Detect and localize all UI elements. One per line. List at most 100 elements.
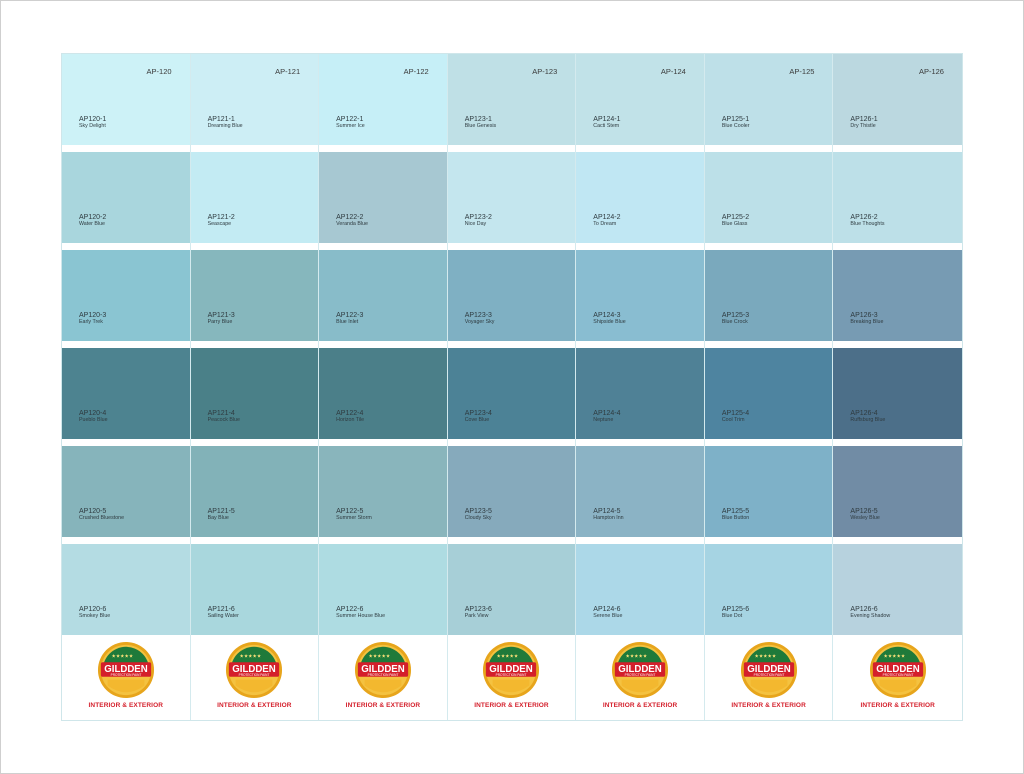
color-chip: AP126-6 Evening Shadow	[833, 544, 962, 635]
chip-code: AP126-4	[850, 410, 878, 417]
chip-name: Dreaming Blue	[207, 123, 243, 129]
brand-name: GILDDEN	[104, 664, 147, 675]
chip-code: AP121-6	[207, 606, 235, 613]
chip-name: Sailing Water	[207, 613, 239, 619]
chip-code: AP126-6	[850, 606, 878, 613]
chip-code: AP122-6	[336, 606, 364, 613]
chip-code: AP121-1	[207, 116, 235, 123]
chip-name: Shipside Blue	[593, 319, 626, 325]
chip-code: AP124-4	[593, 410, 621, 417]
color-chart: AP-120 AP120-1 Sky Delight AP120-2 Water Blu…	[61, 53, 963, 721]
chip-name: Blue Button	[721, 515, 750, 521]
color-chip: AP124-3 Shipside Blue	[576, 250, 704, 341]
chip-code: AP125-6	[721, 606, 750, 613]
chip-code: AP123-6	[464, 606, 492, 613]
color-chip: AP124-5 Hampton Inn	[576, 446, 704, 537]
chip-code: AP126-2	[850, 214, 878, 221]
column-code: AP-121	[275, 67, 301, 76]
chip-code: AP126-5	[850, 508, 878, 515]
svg-text:★★★★★: ★★★★★	[240, 653, 262, 659]
brand-footer: ★★★★★ GILDDEN PROTECTION PAINT INTERIOR & E…	[319, 635, 447, 720]
color-chip: AP125-4 Cool Trim	[704, 348, 833, 439]
chip-code: AP125-1	[721, 116, 750, 123]
chip-name: To Dream	[593, 221, 617, 227]
color-column-ap-126: AP-126 AP126-1 Dry Thistle AP126-2 Blue Thou…	[833, 54, 962, 720]
color-chip: AP124-4 Neptune	[576, 348, 704, 439]
chip-code: AP120-1	[79, 116, 107, 123]
chip-code: AP126-3	[850, 312, 878, 319]
chip-code: AP120-5	[79, 508, 107, 515]
brand-footer: ★★★★★ GILDDEN PROTECTION PAINT INTERIOR & E…	[705, 635, 833, 720]
chip-code: AP123-5	[464, 508, 492, 515]
chip-code: AP121-3	[207, 312, 235, 319]
chip-name: Wesley Blue	[850, 515, 880, 521]
svg-text:★★★★★: ★★★★★	[754, 653, 776, 659]
color-chip: AP120-6 Smokey Blue	[62, 544, 190, 635]
column-code: AP-125	[789, 67, 815, 76]
column-code: AP-123	[532, 67, 558, 76]
brand-tagline: INTERIOR & EXTERIOR	[860, 702, 935, 709]
chip-name: Horizon Tile	[336, 417, 365, 423]
color-chip: AP120-4 Pueblo Blue	[62, 348, 190, 439]
svg-text:★★★★★: ★★★★★	[497, 653, 519, 659]
color-chip: AP125-6 Blue Dot	[704, 544, 833, 635]
chip-code: AP121-5	[207, 508, 235, 515]
chip-name: Cool Trim	[721, 417, 745, 423]
color-chip: AP124-2 To Dream	[576, 152, 704, 243]
brand-tagline: INTERIOR & EXTERIOR	[474, 702, 549, 709]
brand-subtitle: PROTECTION PAINT	[239, 673, 270, 677]
svg-text:★★★★★: ★★★★★	[111, 653, 133, 659]
svg-text:★★★★★: ★★★★★	[626, 653, 648, 659]
chip-name: Early Trek	[79, 319, 103, 325]
color-chip: AP121-5 Bay Blue	[190, 446, 319, 537]
chip-name: Blue Dot	[721, 613, 743, 619]
brand-subtitle: PROTECTION PAINT	[110, 673, 141, 677]
color-chip: AP123-4 Cove Blue	[447, 348, 576, 439]
chip-code: AP124-2	[593, 214, 621, 221]
chip-name: Crushed Bluestone	[79, 515, 125, 521]
color-chip: AP120-2 Water Blue	[62, 152, 190, 243]
brand-subtitle: PROTECTION PAINT	[625, 673, 656, 677]
color-column-ap-125: AP-125 AP125-1 Blue Cooler AP125-2 Blue Glas…	[704, 54, 834, 720]
column-code: AP-126	[918, 67, 944, 76]
color-chip: AP126-5 Wesley Blue	[833, 446, 962, 537]
color-chip: AP122-4 Horizon Tile	[319, 348, 447, 439]
color-chip: AP-121 AP121-1 Dreaming Blue	[190, 54, 319, 145]
brand-footer: ★★★★★ GILDDEN PROTECTION PAINT INTERIOR & E…	[62, 635, 190, 720]
color-chip: AP126-3 Breaking Blue	[833, 250, 962, 341]
color-chip: AP121-3 Parry Blue	[190, 250, 319, 341]
color-chip: AP123-5 Cloudy Sky	[447, 446, 576, 537]
brand-footer: ★★★★★ GILDDEN PROTECTION PAINT INTERIOR & E…	[448, 635, 576, 720]
column-code: AP-122	[403, 67, 429, 76]
chip-code: AP123-4	[464, 410, 492, 417]
chip-name: Cacti Stem	[593, 123, 620, 129]
chip-name: Serene Blue	[593, 613, 623, 619]
chip-name: Park View	[464, 613, 489, 619]
chip-name: Sky Delight	[79, 123, 106, 129]
brand-tagline: INTERIOR & EXTERIOR	[217, 702, 292, 709]
chip-name: Peacock Blue	[207, 417, 240, 423]
chip-name: Blue Cooler	[721, 123, 750, 129]
chip-code: AP124-5	[593, 508, 621, 515]
chip-code: AP123-1	[464, 116, 492, 123]
brand-footer: ★★★★★ GILDDEN PROTECTION PAINT INTERIOR & E…	[576, 635, 704, 720]
chip-name: Cove Blue	[464, 417, 490, 423]
chip-name: Cloudy Sky	[464, 515, 492, 521]
brand-name: GILDDEN	[618, 664, 661, 675]
color-chip: AP125-3 Blue Crock	[704, 250, 833, 341]
chip-name: Breaking Blue	[850, 319, 884, 325]
brand-footer: ★★★★★ GILDDEN PROTECTION PAINT INTERIOR & E…	[191, 635, 319, 720]
color-column-ap-121: AP-121 AP121-1 Dreaming Blue AP121-2 Seascap…	[190, 54, 320, 720]
chip-name: Pueblo Blue	[79, 417, 108, 423]
chip-name: Water Blue	[79, 221, 106, 227]
chip-name: Neptune	[593, 417, 614, 423]
chip-name: Seascape	[207, 221, 232, 227]
chip-code: AP125-3	[721, 312, 750, 319]
color-chip: AP126-4 Ruffsburg Blue	[833, 348, 962, 439]
color-chip: AP125-5 Blue Button	[704, 446, 833, 537]
color-chip: AP121-4 Peacock Blue	[190, 348, 319, 439]
chip-name: Bay Blue	[207, 515, 229, 521]
